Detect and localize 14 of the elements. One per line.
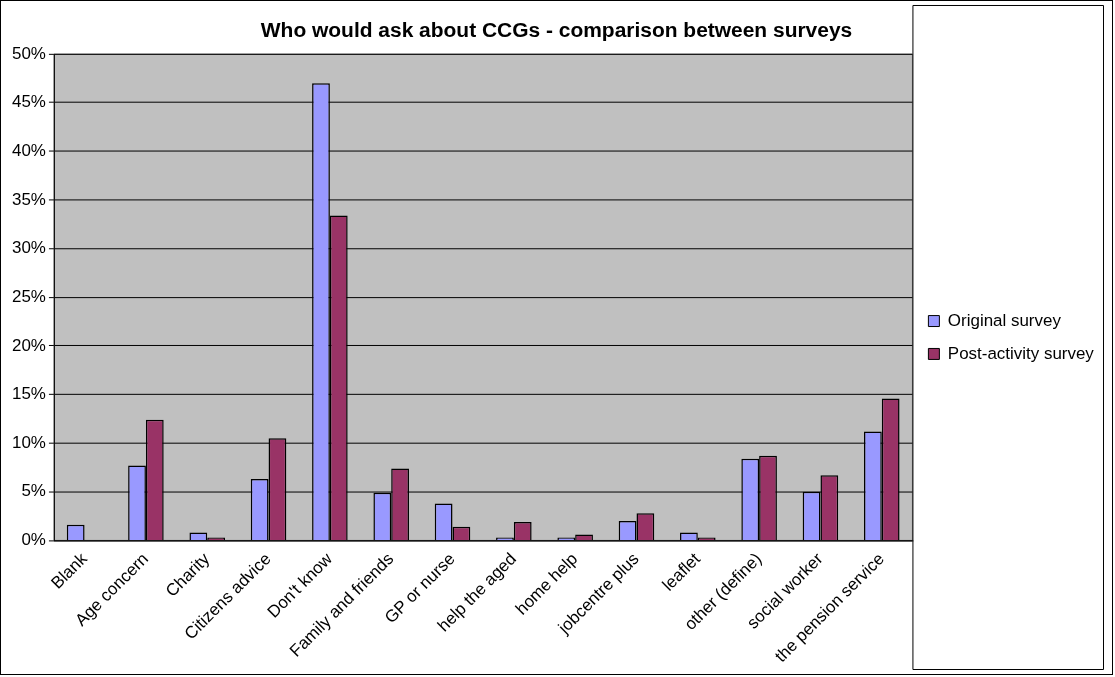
y-tick-label: 45% (12, 92, 46, 112)
chart-title: Who would ask about CCGs - comparison between surveys (260, 18, 853, 42)
legend-label: Original survey (947, 310, 1062, 330)
y-tick-label: 10% (12, 432, 46, 452)
y-tick-label: 40% (12, 141, 46, 160)
y-tick-label: 35% (12, 189, 46, 209)
y-tick-label: 0% (21, 530, 46, 550)
y-tick-label: 20% (12, 335, 46, 355)
y-tick-label: 15% (12, 384, 46, 404)
y-tick-label: 5% (21, 481, 46, 501)
y-tick-label: 50% (12, 43, 46, 63)
y-tick-label: 25% (12, 286, 46, 306)
y-tick-label: 30% (12, 238, 46, 258)
legend-label: Post-activity survey (947, 343, 1095, 363)
